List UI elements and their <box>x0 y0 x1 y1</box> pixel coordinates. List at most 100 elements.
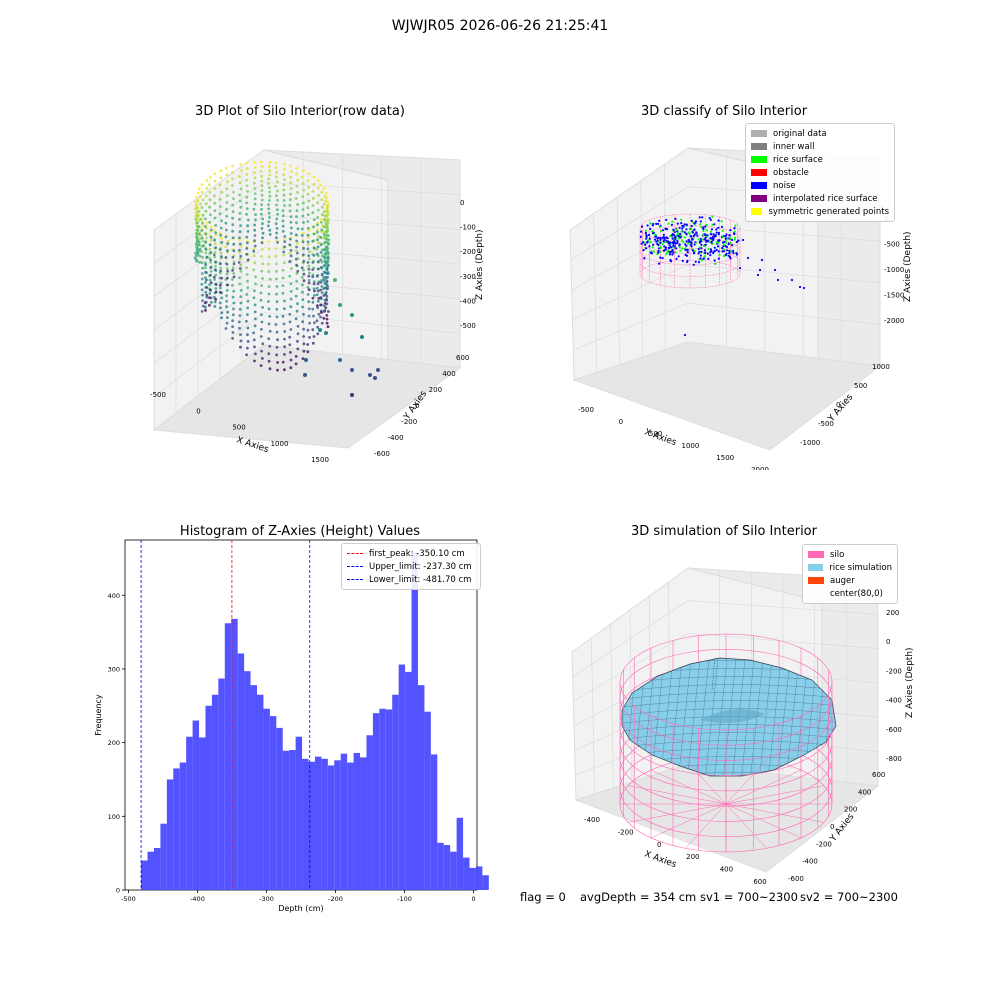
data-point <box>261 277 264 280</box>
data-point <box>668 253 671 256</box>
data-point <box>199 202 202 206</box>
mesh-line <box>758 658 774 776</box>
data-point <box>275 300 279 304</box>
data-point <box>323 210 326 214</box>
z-tick: 200 <box>886 609 899 617</box>
data-point <box>319 288 323 292</box>
data-point <box>283 307 286 310</box>
y-tick: 500 <box>854 382 867 390</box>
data-point <box>647 233 651 236</box>
data-point <box>296 332 300 336</box>
depth-histogram-panel: -500 -400 -300 -200 -100 0 0 100 200 300 400 Dept… <box>94 539 489 913</box>
data-point <box>226 310 229 314</box>
data-point <box>715 228 718 231</box>
x-tick-label: -200 <box>328 895 343 903</box>
y-tick: -600 <box>374 450 390 458</box>
data-point <box>326 251 330 254</box>
data-point <box>661 229 665 232</box>
data-point <box>677 237 680 240</box>
data-point <box>671 234 674 237</box>
data-point <box>704 225 707 228</box>
data-point <box>225 262 229 266</box>
data-point <box>301 290 304 294</box>
data-point <box>651 246 654 249</box>
data-point <box>302 188 306 192</box>
histogram-bar <box>327 765 335 890</box>
data-point <box>671 237 674 240</box>
data-point <box>231 223 235 227</box>
data-point <box>212 275 216 279</box>
data-point <box>703 238 706 241</box>
data-point <box>316 289 320 293</box>
data-point <box>283 337 286 341</box>
x-tick-labels: -500 0 500 1000 1500 2000 <box>578 406 769 470</box>
data-point <box>282 253 286 257</box>
data-point <box>289 226 293 230</box>
data-point <box>327 238 331 242</box>
mesh-line <box>677 658 693 776</box>
data-point <box>322 256 326 259</box>
data-point <box>214 297 218 301</box>
data-point <box>219 226 223 230</box>
data-point <box>323 263 327 267</box>
data-point <box>260 269 264 273</box>
panel2-title: 3D classify of Silo Interior <box>640 104 808 119</box>
data-point <box>296 339 299 343</box>
data-point <box>209 301 213 304</box>
data-point <box>672 228 675 231</box>
histogram-bar <box>437 842 444 890</box>
data-point <box>654 233 657 236</box>
data-point <box>261 262 265 266</box>
data-point <box>246 299 250 303</box>
data-point <box>313 294 316 297</box>
x-tick: 200 <box>686 853 699 861</box>
data-point <box>225 294 228 298</box>
data-point <box>245 161 249 165</box>
data-point <box>325 294 329 298</box>
data-point <box>276 189 279 193</box>
mesh-line <box>622 732 836 741</box>
data-point <box>260 174 263 178</box>
data-point <box>296 269 300 273</box>
silo-ring <box>619 681 833 731</box>
z-tick: -600 <box>886 726 902 734</box>
data-point <box>686 260 689 264</box>
data-point <box>350 368 354 372</box>
mesh-line <box>686 658 702 776</box>
data-point <box>232 272 236 275</box>
data-point <box>703 255 706 258</box>
data-point <box>325 280 329 284</box>
data-point <box>690 225 693 228</box>
data-point <box>239 263 243 267</box>
x-tick: 0 <box>196 407 200 415</box>
z-tick: -500 <box>460 322 476 330</box>
data-point <box>283 235 287 238</box>
data-point <box>288 243 292 247</box>
data-point <box>718 253 721 257</box>
data-point <box>204 248 208 251</box>
data-point <box>302 342 306 346</box>
data-point <box>663 238 666 241</box>
data-point <box>267 322 271 326</box>
data-point <box>237 261 241 264</box>
data-point <box>205 221 209 225</box>
data-point <box>307 257 311 261</box>
data-point <box>232 307 235 311</box>
data-point <box>261 231 265 235</box>
data-point <box>311 341 315 345</box>
histogram-bar <box>160 823 167 890</box>
data-point <box>698 241 702 244</box>
data-point <box>219 262 222 266</box>
data-point <box>275 262 278 266</box>
data-point <box>225 289 229 292</box>
data-point <box>226 283 229 287</box>
mesh-line <box>622 692 836 701</box>
histogram-bar <box>166 779 174 890</box>
data-point <box>325 207 329 210</box>
data-point <box>204 291 208 294</box>
data-point <box>676 222 679 225</box>
data-point <box>679 232 682 236</box>
data-point <box>725 245 728 249</box>
y-tick: 1000 <box>872 363 890 371</box>
data-point <box>307 281 311 285</box>
